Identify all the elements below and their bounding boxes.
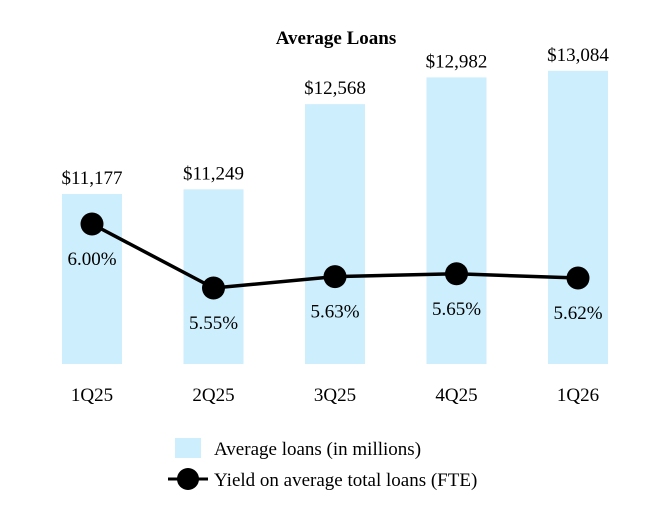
- bar-value-label: $11,249: [183, 163, 244, 184]
- bar-4q25: [426, 77, 487, 364]
- yield-point: [445, 262, 468, 286]
- bar-value-label: $11,177: [61, 168, 122, 189]
- category-label: 4Q25: [435, 385, 477, 406]
- category-label: 1Q25: [71, 385, 113, 406]
- category-label: 3Q25: [314, 385, 356, 406]
- bar-1q26: [548, 70, 608, 364]
- legend-line-label: Yield on average total loans (FTE): [214, 470, 477, 491]
- yield-point: [202, 276, 225, 300]
- labels-layer: $11,177 1Q25 $11,249 2Q25 $12,568 3Q25 $12,982…: [61, 45, 609, 406]
- bar-value-label: $13,084: [547, 45, 609, 66]
- yield-label: 5.65%: [432, 299, 481, 320]
- chart-title: Average Loans: [276, 28, 397, 49]
- line-layer: [80, 212, 590, 300]
- legend-bar-swatch: [175, 438, 201, 458]
- category-label: 1Q26: [557, 385, 599, 406]
- yield-label: 6.00%: [67, 249, 116, 270]
- yield-label: 5.63%: [310, 302, 359, 323]
- legend-line-marker: [177, 468, 199, 490]
- legend: Average loans (in millions) Yield on ave…: [168, 438, 477, 491]
- yield-label: 5.62%: [553, 303, 602, 324]
- legend-bar-label: Average loans (in millions): [214, 439, 421, 460]
- yield-point: [566, 266, 590, 290]
- bar-value-label: $12,568: [304, 78, 366, 99]
- yield-point: [323, 265, 347, 289]
- yield-label: 5.55%: [189, 313, 238, 334]
- bars-layer: [62, 70, 608, 364]
- bar-value-label: $12,982: [426, 51, 488, 72]
- bar-3q25: [305, 104, 365, 364]
- category-label: 2Q25: [192, 385, 234, 406]
- yield-point: [80, 212, 104, 236]
